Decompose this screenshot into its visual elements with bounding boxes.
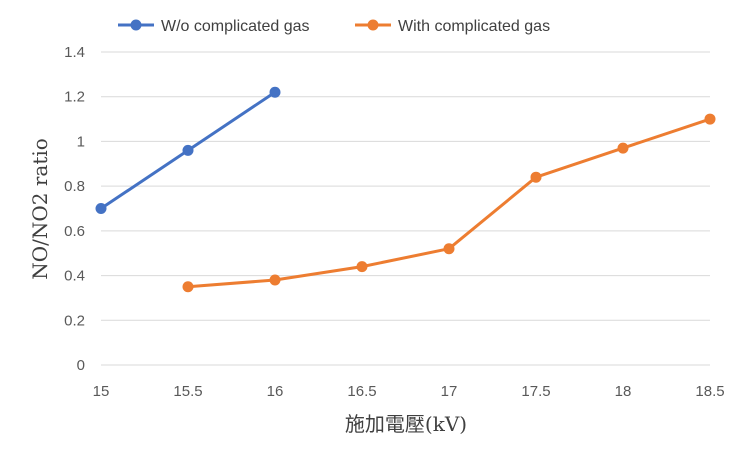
legend-item: With complicated gas [355, 18, 550, 35]
legend-label: With complicated gas [398, 18, 550, 35]
data-point [704, 113, 716, 125]
y-tick-label: 0.6 [64, 223, 85, 240]
y-tick-label: 0.2 [64, 312, 85, 329]
data-point [95, 203, 107, 214]
data-point [443, 243, 455, 255]
x-tick-label: 15 [93, 383, 110, 400]
legend-item: W/o complicated gas [118, 18, 310, 35]
data-point [182, 144, 194, 156]
series-1 [95, 86, 281, 214]
data-point [530, 171, 542, 183]
y-axis-title: NO/NO2 ratio [28, 138, 52, 280]
y-tick-label: 0.4 [64, 268, 85, 285]
legend: W/o complicated gas With complicated gas [118, 18, 550, 35]
y-tick-label: 0 [77, 357, 85, 374]
series-line [187, 117, 711, 289]
y-tick-labels: 0 0.2 0.4 0.6 0.8 1 1.2 1.4 [64, 44, 85, 374]
x-tick-labels: 15 15.5 16 16.5 17 17.5 18 18.5 [93, 383, 725, 400]
x-axis-title: 施加電壓(kV) [345, 412, 467, 436]
series-layer [95, 86, 716, 293]
x-tick-label: 18 [615, 383, 632, 400]
x-tick-label: 17.5 [521, 383, 550, 400]
data-point [269, 274, 281, 286]
y-tick-label: 1 [77, 133, 85, 150]
data-point [182, 281, 194, 293]
x-tick-label: 16 [267, 383, 284, 400]
series-2 [182, 113, 716, 293]
grid-lines [101, 51, 710, 366]
y-tick-label: 0.8 [64, 178, 85, 195]
legend-marker [367, 19, 379, 31]
x-tick-label: 15.5 [173, 383, 202, 400]
legend-label: W/o complicated gas [161, 18, 310, 35]
data-point [269, 86, 281, 98]
data-point [356, 261, 368, 273]
data-point [617, 142, 629, 154]
x-tick-label: 16.5 [347, 383, 376, 400]
legend-marker [130, 19, 142, 31]
y-tick-label: 1.2 [64, 89, 85, 106]
x-tick-label: 18.5 [695, 383, 724, 400]
y-tick-label: 1.4 [64, 44, 85, 61]
x-tick-label: 17 [441, 383, 458, 400]
